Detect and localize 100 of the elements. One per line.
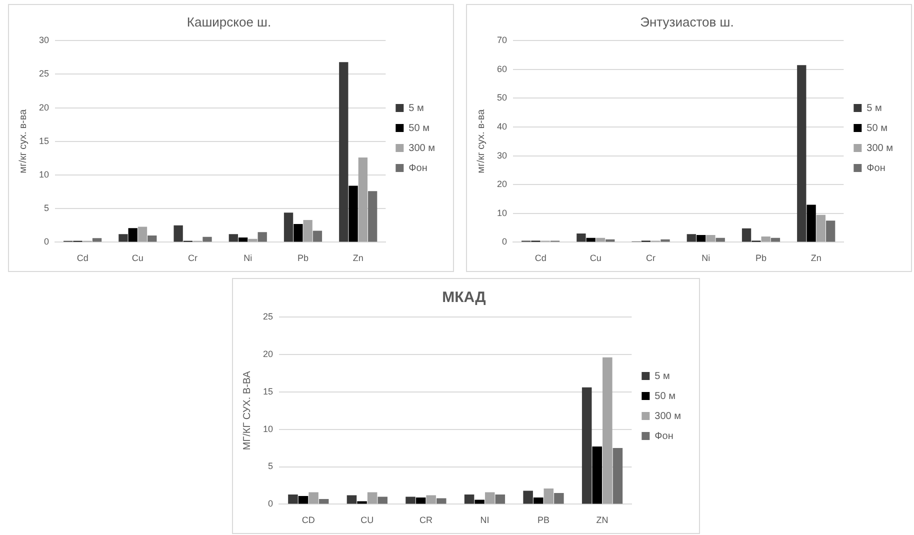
x-tick-label: Ni	[244, 253, 252, 264]
bar	[92, 238, 102, 242]
bar	[248, 238, 258, 242]
bar	[544, 488, 554, 504]
bar	[592, 446, 602, 504]
legend-label: 300 м	[408, 142, 436, 154]
x-tick-label: CU	[360, 515, 374, 526]
y-tick-label: 60	[496, 64, 508, 74]
bar	[312, 230, 322, 242]
chart-title: Энтузиастов ш.	[640, 14, 734, 30]
legend-label: 300 м	[654, 410, 682, 422]
x-tick-label: Cr	[646, 253, 656, 264]
bar	[464, 494, 474, 504]
bar	[523, 490, 533, 504]
x-tick-label: Ni	[702, 253, 710, 264]
y-axis-title: мг/кг сух. в-ва	[18, 108, 29, 174]
bar	[474, 500, 484, 504]
bar	[138, 226, 148, 242]
chart-title: МКАД	[442, 289, 486, 306]
x-tick-label: CR	[419, 515, 433, 526]
bar	[308, 492, 318, 504]
legend-label: 5 м	[654, 370, 670, 382]
bar	[586, 238, 596, 242]
x-tick-label: ZN	[596, 515, 608, 526]
bar	[294, 224, 303, 242]
x-tick-label: Cu	[132, 253, 144, 264]
bar	[816, 214, 826, 242]
x-tick-label: Cd	[534, 253, 546, 264]
bar	[484, 492, 495, 504]
y-tick-label: 5	[44, 203, 50, 214]
y-tick-label: 20	[262, 348, 274, 359]
bar	[378, 496, 388, 504]
bar	[596, 238, 606, 242]
bar	[348, 186, 358, 242]
legend-label: Фон	[654, 430, 674, 442]
bar	[554, 492, 564, 504]
x-tick-label: Zn	[810, 253, 822, 264]
y-tick-label: 10	[38, 169, 50, 180]
bar	[797, 65, 806, 242]
bar	[288, 494, 298, 504]
x-tick-label: Pb	[297, 253, 309, 264]
x-tick-label: Cu	[590, 253, 602, 264]
x-tick-label: Cd	[76, 253, 88, 264]
bar	[128, 228, 138, 242]
bar	[339, 62, 348, 242]
bar	[416, 497, 426, 504]
bar	[368, 191, 378, 242]
legend-label: Фон	[866, 162, 886, 174]
y-tick-label: 25	[38, 68, 50, 79]
bar	[495, 494, 506, 504]
y-tick-label: 5	[268, 461, 274, 472]
bar	[148, 235, 157, 242]
bar	[118, 234, 128, 242]
y-tick-label: 0	[44, 236, 50, 247]
legend-label: 5 м	[866, 102, 882, 114]
bar	[406, 496, 416, 504]
bar	[761, 236, 770, 242]
bar	[238, 237, 248, 242]
bar	[533, 497, 544, 504]
y-tick-label: 40	[496, 121, 508, 132]
legend-label: 5 м	[408, 102, 424, 114]
bar	[582, 387, 592, 504]
bar	[202, 236, 212, 242]
bar	[174, 225, 183, 242]
x-tick-label: NI	[480, 515, 490, 526]
y-tick-label: 25	[262, 311, 274, 322]
y-tick-label: 0	[502, 236, 508, 247]
y-axis-title: МГ/КГ СУХ. В-ВА	[242, 370, 253, 450]
legend-label: Фон	[408, 162, 428, 174]
x-tick-label: Zn	[352, 253, 364, 264]
y-tick-label: 15	[262, 386, 274, 396]
bar	[706, 235, 716, 242]
bar	[576, 234, 586, 242]
x-tick-label: PB	[537, 515, 550, 526]
bar	[806, 204, 816, 242]
legend-label: 50 м	[408, 122, 430, 134]
y-tick-label: 70	[496, 35, 508, 46]
bar	[358, 158, 368, 242]
x-tick-label: CD	[302, 515, 316, 526]
bar	[426, 495, 436, 504]
y-tick-label: 20	[38, 102, 50, 112]
legend-label: 50 м	[866, 122, 888, 134]
bar	[686, 234, 696, 242]
bar	[346, 495, 357, 504]
bar	[602, 357, 612, 504]
bar	[826, 220, 836, 242]
bar	[612, 448, 623, 504]
x-tick-label: Pb	[755, 253, 767, 264]
bar	[357, 501, 367, 504]
y-tick-label: 10	[496, 208, 508, 218]
legend-label: 300 м	[866, 142, 894, 154]
x-tick-label: Cr	[188, 253, 198, 264]
bar	[258, 232, 267, 242]
bar	[436, 498, 446, 504]
bar	[367, 492, 378, 504]
y-tick-label: 20	[496, 179, 508, 190]
bar	[318, 498, 329, 504]
y-tick-label: 15	[38, 136, 50, 146]
bar	[696, 235, 706, 242]
y-tick-label: 50	[496, 92, 508, 103]
